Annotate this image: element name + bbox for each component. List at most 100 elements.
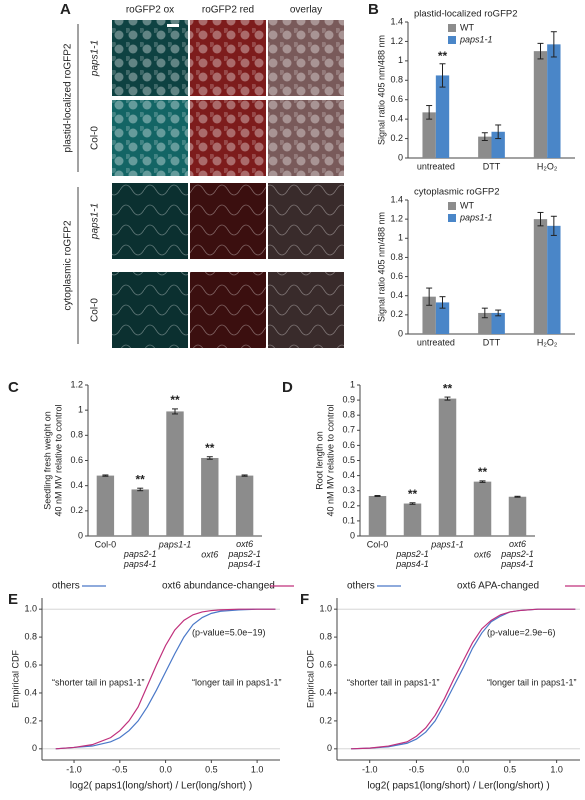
bar	[131, 489, 149, 536]
error-bar	[537, 42, 544, 60]
significance: **	[205, 441, 215, 455]
bar	[491, 312, 505, 334]
y-axis-label: Signal ratio 405 nm/488 nm	[376, 212, 386, 322]
y-tick-label: 0.6	[390, 271, 403, 281]
x-tick-label: -1.0	[362, 764, 378, 774]
legend-label: paps1-1	[459, 34, 493, 44]
annotation: “shorter tail in paps1-1”	[52, 677, 145, 687]
y-tick-label: 0	[32, 743, 37, 753]
y-axis-label: Root length on	[314, 431, 324, 490]
panel-letter: C	[8, 379, 19, 396]
y-tick-label: 1	[398, 55, 403, 65]
column-header: roGFP2 ox	[126, 5, 174, 16]
error-bar	[426, 105, 433, 120]
significance: **	[170, 393, 180, 407]
legend-swatch	[448, 214, 456, 222]
legend-swatch	[448, 24, 456, 32]
error-bar	[444, 396, 451, 401]
micrograph-texture	[268, 20, 344, 96]
x-tick-label: paps1-1	[430, 539, 464, 549]
micrograph-texture	[190, 20, 266, 96]
bar	[547, 225, 561, 334]
y-tick-label: 0.6	[70, 455, 83, 465]
y-tick-label: 0.4	[70, 480, 83, 490]
y-tick-label: 0.8	[390, 252, 403, 262]
micrograph-texture	[112, 272, 188, 348]
error-bar	[374, 495, 381, 497]
x-tick-label: 0.5	[205, 764, 218, 774]
error-bar	[495, 309, 502, 317]
bar	[435, 75, 450, 158]
x-axis-label: log2( paps1(long/short) / Ler(long/short…	[70, 781, 252, 792]
y-tick-label: 0	[398, 152, 403, 162]
cdf-line	[55, 608, 276, 750]
y-tick-label: 0.8	[24, 631, 37, 641]
y-tick-label: 0.6	[24, 659, 37, 669]
y-tick-label: 0.5	[342, 455, 355, 465]
x-tick-label: oxt6	[201, 549, 218, 559]
row-label: paps1-1	[90, 40, 101, 77]
error-bar	[102, 474, 109, 477]
x-tick-label: oxt6 paps2-1 paps4-1	[500, 539, 534, 569]
x-tick-label: -1.0	[66, 764, 82, 774]
bar	[533, 219, 548, 334]
annotation: “longer tail in paps1-1”	[487, 677, 577, 687]
x-tick-label: paps2-1 paps4-1	[123, 549, 157, 569]
annotation: “longer tail in paps1-1”	[192, 677, 282, 687]
micrograph-texture	[190, 100, 266, 176]
bar	[368, 495, 387, 536]
micrograph-texture	[112, 100, 188, 176]
bar	[435, 302, 450, 334]
panel-a: A	[60, 1, 71, 18]
x-tick-label: untreated	[417, 337, 455, 347]
bar	[201, 457, 219, 536]
y-tick-label: 0.8	[70, 430, 83, 440]
error-bar	[439, 63, 446, 88]
micrograph-texture	[190, 272, 266, 348]
x-tick-label: untreated	[417, 161, 455, 171]
bar	[533, 51, 548, 159]
x-tick-label: -0.5	[112, 764, 128, 774]
cdf-line	[350, 608, 576, 750]
y-tick-label: 1.0	[319, 604, 332, 614]
y-tick-label: 0.4	[390, 290, 403, 300]
annotation: (p-value=5.0e−19)	[192, 627, 266, 637]
y-axis-label: 40 nM MV relative to control	[53, 404, 63, 516]
scale-bar	[167, 24, 179, 27]
row-label: Col-0	[90, 126, 101, 150]
x-tick-label: 0.0	[457, 764, 470, 774]
y-tick-label: 0.8	[342, 410, 355, 420]
error-bar	[426, 287, 433, 306]
error-bar	[495, 124, 502, 140]
bar	[96, 475, 115, 536]
legend-swatch	[448, 202, 456, 210]
y-tick-label: 0	[327, 743, 332, 753]
micrograph-texture	[268, 183, 344, 259]
x-tick-label: DTT	[483, 161, 501, 171]
error-bar	[241, 474, 248, 477]
bar	[438, 398, 457, 536]
column-header: overlay	[290, 5, 322, 16]
x-tick-label: oxt6 paps2-1 paps4-1	[227, 539, 261, 569]
y-tick-label: 0.1	[342, 515, 355, 525]
significance: **	[443, 381, 453, 395]
y-tick-label: 0.2	[342, 500, 355, 510]
y-tick-label: 0.3	[342, 485, 355, 495]
row-label: paps1-1	[90, 203, 101, 240]
error-bar	[550, 31, 557, 58]
y-axis-label: Signal ratio 405 nm/488 nm	[376, 35, 386, 145]
bar	[422, 296, 436, 334]
y-tick-label: 0	[398, 328, 403, 338]
x-tick-label: paps2-1 paps4-1	[395, 549, 429, 569]
bar	[547, 44, 561, 158]
y-tick-label: 0.4	[342, 470, 355, 480]
annotation: (p-value=2.9e−6)	[487, 627, 556, 637]
bar	[491, 131, 505, 158]
y-tick-label: 0.2	[390, 133, 403, 143]
error-bar	[439, 296, 446, 309]
x-tick-label: oxt6	[474, 549, 491, 559]
chart-title: plastid-localized roGFP2	[414, 9, 518, 20]
x-axis-label: log2( paps1(long/short) / Ler(long/short…	[367, 781, 549, 792]
x-tick-label: paps1-1	[158, 539, 192, 549]
